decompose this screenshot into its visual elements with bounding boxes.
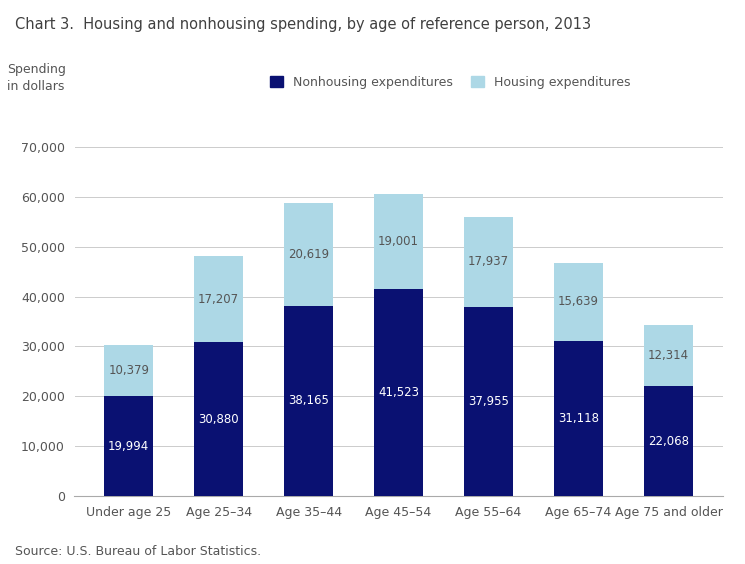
Text: 30,880: 30,880: [198, 413, 239, 426]
Bar: [554, 263, 603, 341]
Text: 12,314: 12,314: [648, 349, 689, 362]
Text: 10,379: 10,379: [108, 364, 149, 377]
Text: Chart 3.  Housing and nonhousing spending, by age of reference person, 2013: Chart 3. Housing and nonhousing spending…: [15, 17, 591, 32]
Bar: [104, 396, 153, 496]
Bar: [194, 256, 244, 342]
Bar: [374, 194, 423, 289]
Text: 17,207: 17,207: [198, 293, 239, 306]
Text: 38,165: 38,165: [288, 394, 329, 408]
Text: 31,118: 31,118: [558, 412, 599, 425]
Text: 19,994: 19,994: [108, 440, 149, 453]
Text: in dollars: in dollars: [7, 80, 65, 93]
Text: 19,001: 19,001: [378, 235, 419, 248]
Bar: [104, 345, 153, 396]
Bar: [374, 289, 423, 496]
Bar: [554, 341, 603, 496]
Text: 37,955: 37,955: [468, 395, 509, 408]
Bar: [284, 306, 333, 496]
Bar: [194, 342, 244, 496]
Legend: Nonhousing expenditures, Housing expenditures: Nonhousing expenditures, Housing expendi…: [270, 76, 630, 89]
Bar: [284, 202, 333, 306]
Text: 22,068: 22,068: [648, 435, 689, 448]
Bar: [464, 307, 513, 496]
Text: 17,937: 17,937: [468, 255, 509, 268]
Text: 15,639: 15,639: [558, 296, 599, 309]
Bar: [464, 217, 513, 307]
Bar: [644, 386, 693, 496]
Text: 41,523: 41,523: [378, 386, 419, 399]
Text: 20,619: 20,619: [288, 248, 329, 261]
Text: Source: U.S. Bureau of Labor Statistics.: Source: U.S. Bureau of Labor Statistics.: [15, 545, 261, 558]
Text: Spending: Spending: [7, 63, 66, 76]
Bar: [644, 324, 693, 386]
